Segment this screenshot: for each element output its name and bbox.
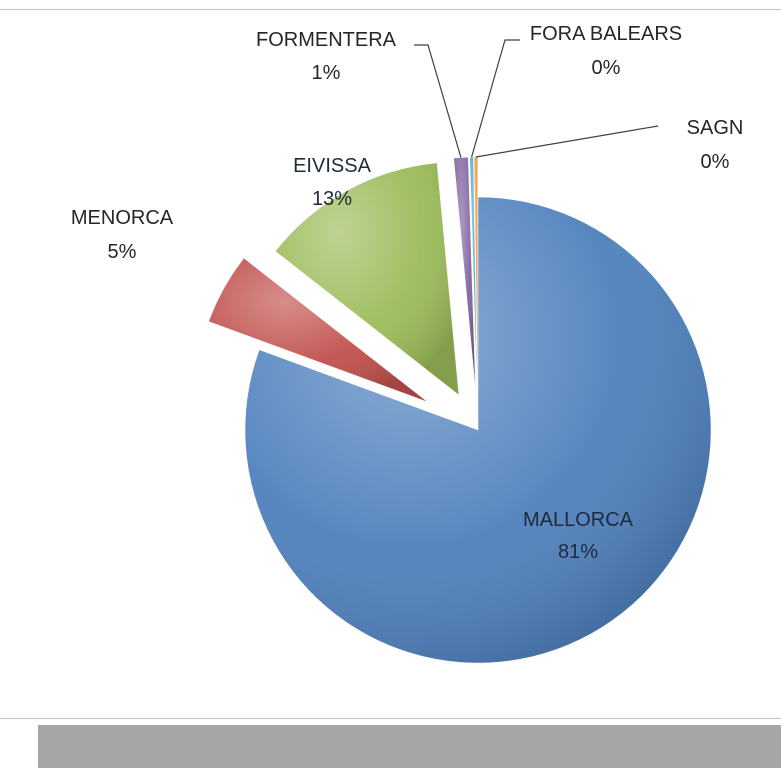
slice-label-mallorca: MALLORCA — [523, 509, 634, 531]
slice-pct-fora-balears: 0% — [592, 57, 621, 79]
top-divider — [0, 9, 781, 10]
slice-label-fora-balears: FORA BALEARS — [530, 23, 682, 45]
slice-pct-menorca: 5% — [108, 241, 137, 263]
leader-line-fora-balears — [471, 39, 520, 158]
slice-label-formentera: FORMENTERA — [256, 29, 397, 51]
leader-line-formentera — [414, 44, 462, 158]
bottom-divider — [0, 718, 781, 719]
slice-label-eivissa: EIVISSA — [293, 155, 371, 177]
slice-pct-mallorca: 81% — [558, 541, 598, 563]
slice-label-sagn: SAGN — [687, 117, 744, 139]
footer-bar — [38, 725, 781, 768]
slice-label-menorca: MENORCA — [71, 207, 174, 229]
slice-pct-eivissa: 13% — [312, 188, 352, 210]
slice-pct-sagn: 0% — [701, 151, 730, 173]
leader-line-sagn — [475, 125, 659, 158]
slice-pct-formentera: 1% — [312, 62, 341, 84]
